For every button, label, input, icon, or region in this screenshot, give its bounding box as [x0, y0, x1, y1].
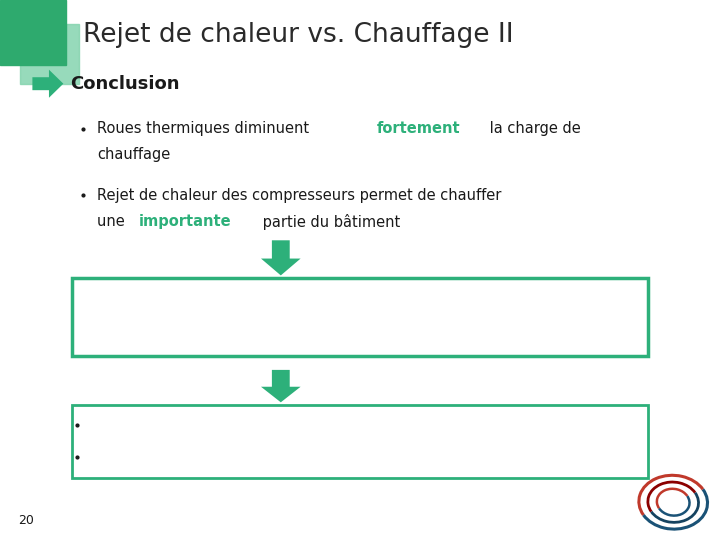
Bar [20, 24, 79, 84]
Polygon shape [261, 240, 301, 275]
Text: fortement: fortement [377, 121, 461, 136]
Text: Rejet de chaleur des compresseurs permet de chauffer: Rejet de chaleur des compresseurs permet… [97, 188, 502, 203]
Text: condenseur à eau pour récupérer l00%: condenseur à eau pour récupérer l00% [169, 299, 551, 317]
Text: 20: 20 [18, 514, 34, 526]
Text: chauffage: chauffage [97, 147, 171, 163]
Text: une: une [97, 214, 130, 230]
Text: partie du bâtiment: partie du bâtiment [258, 214, 401, 230]
Polygon shape [261, 370, 301, 402]
Text: importante: importante [139, 214, 232, 230]
Text: Thermopompes: Thermopompes [90, 450, 204, 465]
Text: la charge de: la charge de [485, 121, 580, 136]
FancyBboxPatch shape [72, 278, 648, 356]
Text: Roues thermiques diminuent: Roues thermiques diminuent [97, 121, 314, 136]
FancyBboxPatch shape [72, 405, 648, 478]
Text: chaleur rejetée: chaleur rejetée [285, 328, 435, 346]
Text: Conclusion: Conclusion [71, 75, 180, 93]
Polygon shape [32, 70, 63, 98]
Text: Rejet de chaleur vs. Chauffage II: Rejet de chaleur vs. Chauffage II [83, 22, 513, 48]
Bar [0, 0, 66, 65]
Text: Chauffage à basse température (max 100°F): Chauffage à basse température (max 100°F… [90, 417, 419, 434]
